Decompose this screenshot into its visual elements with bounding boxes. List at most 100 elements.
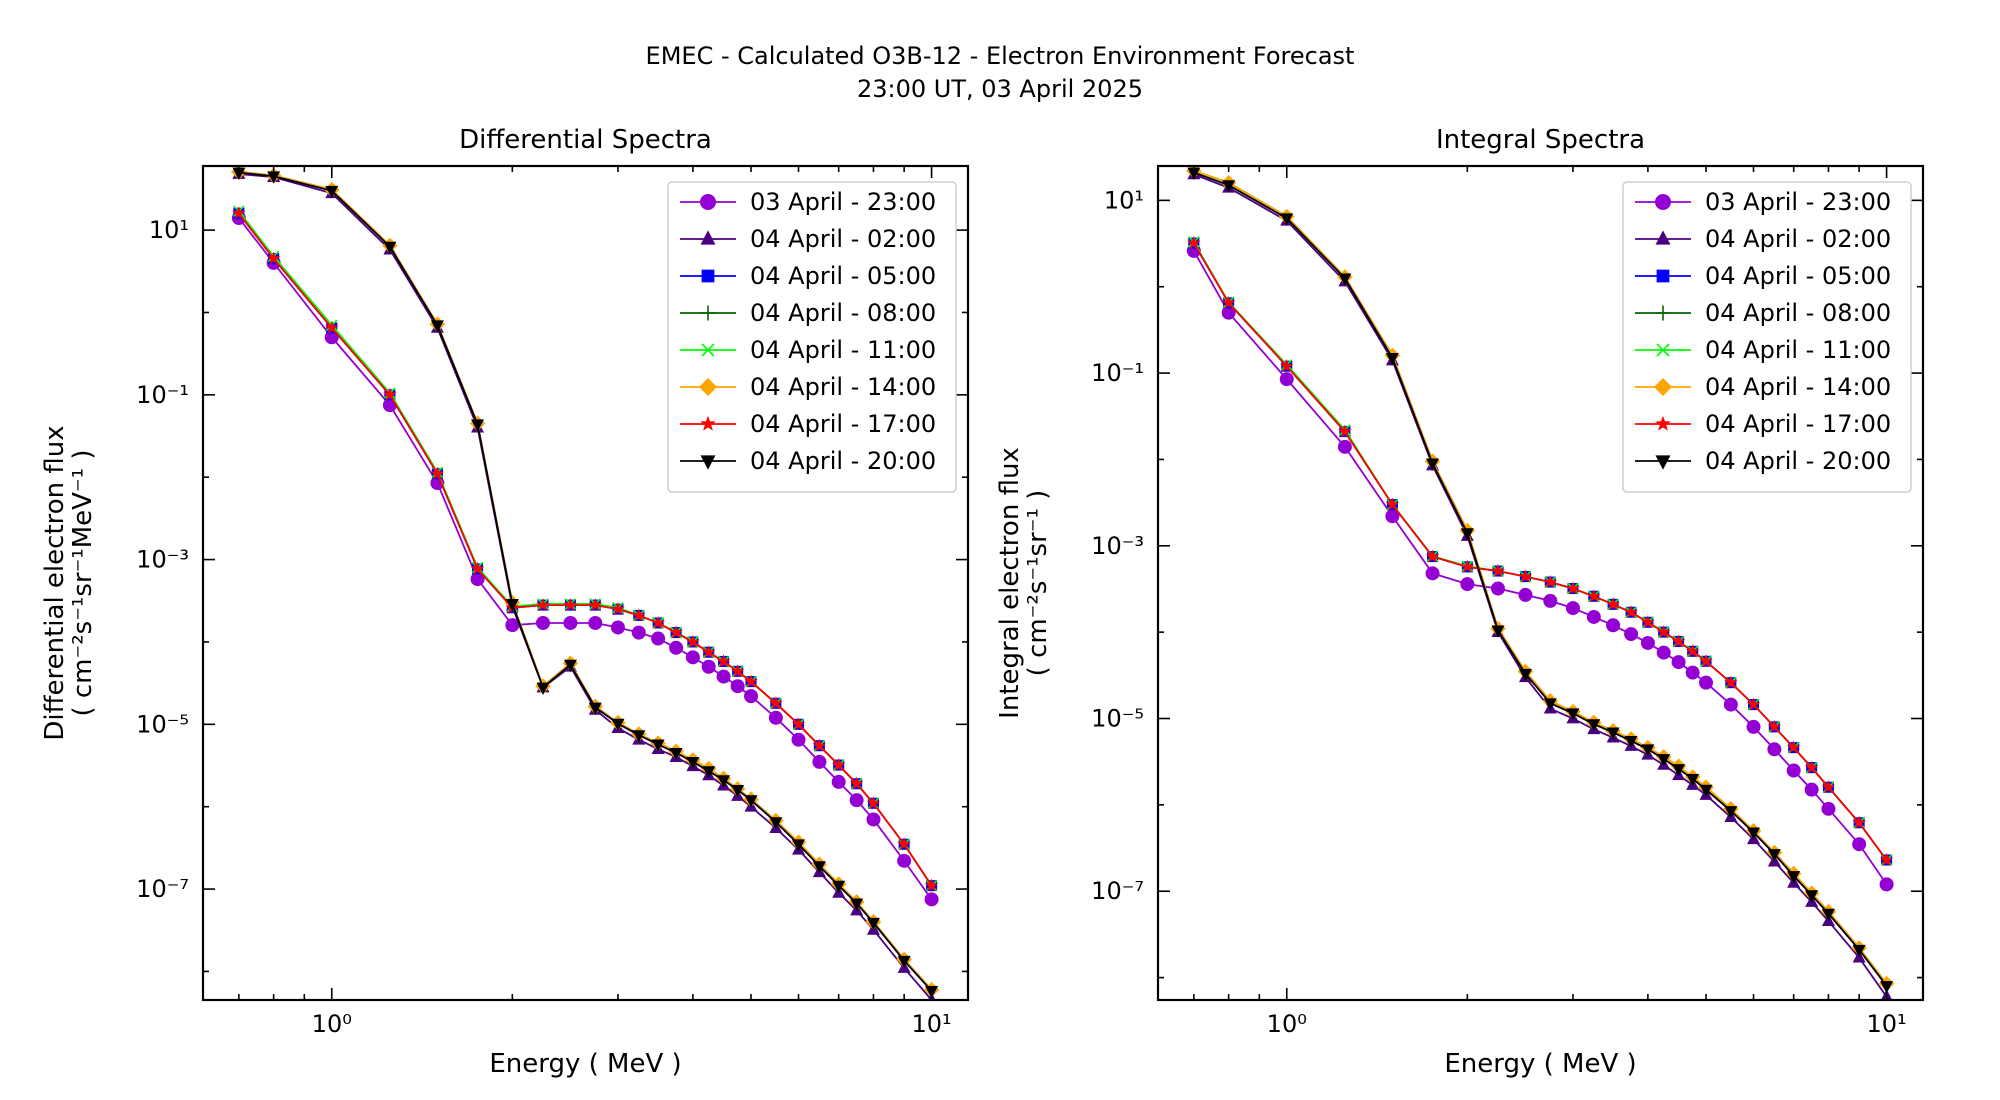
differential-series-8-point [536,682,550,695]
integral-series-7-point [1724,675,1738,689]
differential-series-8-point [588,702,602,715]
differential-series-1-point [866,812,881,827]
differential-series-8-point [812,861,826,874]
differential-series-1-point [669,640,684,655]
integral-series-1-point [1425,566,1440,581]
integral-series-1-point [1821,801,1836,816]
figure-title-line2: 23:00 UT, 03 April 2025 [856,75,1143,103]
integral-series-1-point [1786,763,1801,778]
integral-series-8-point [1460,528,1474,541]
differential-legend-marker [700,194,716,210]
integral-series-7-point [1821,780,1836,794]
integral-series-1-point [1491,581,1506,596]
differential-series-7-point [588,597,603,611]
differential-series-8-point [267,171,281,184]
differential-legend-label: 04 April - 05:00 [750,262,936,290]
integral-series-7-point [1543,574,1558,588]
differential-series-7-point [744,674,758,688]
integral-series-7-point [1671,634,1686,648]
differential-legend-marker [700,455,716,470]
integral-spectra-chart: Integral Spectra 10⁰ 10¹ 10⁻⁷ 10⁻⁵ 10⁻³ 10⁻¹ 10… [995,125,1925,1079]
integral-series-7-point [1767,719,1782,733]
integral-y-tick-label: 10⁻⁷ [1091,877,1144,905]
integral-series-8-point [1699,784,1713,798]
integral-series-7-point [1279,359,1294,373]
integral-series-1-point [1640,635,1655,650]
differential-series-7-point [536,597,550,611]
integral-series-1-point [1460,577,1475,592]
differential-series-7-point [730,664,745,678]
differential-series-1-point [730,679,745,694]
integral-series-8-point [1624,736,1638,749]
differential-series-1-point [849,793,864,808]
differential-series-7-point [383,387,397,401]
differential-series-1-point [685,650,700,665]
integral-series-7-point [1746,697,1761,711]
integral-series-8-point [1641,744,1655,757]
integral-series-8-point [1491,625,1505,638]
differential-y-tick-label: 10¹ [149,216,189,244]
integral-series-8-point [1821,908,1835,922]
differential-legend-label: 04 April - 17:00 [750,410,936,438]
differential-series-7-point [716,654,731,668]
integral-legend-label: 04 April - 05:00 [1705,262,1891,290]
integral-series-7-point [1425,549,1440,563]
integral-y-tick-label: 10¹ [1104,186,1144,214]
differential-series-7-point [232,206,246,220]
differential-series-1-point [536,615,551,630]
integral-legend-marker [1655,230,1671,245]
differential-x-tick-label: 10¹ [912,1010,952,1038]
differential-legend-marker [700,415,716,431]
integral-legend-marker [1654,378,1672,396]
differential-series-7-point [812,738,827,752]
integral-series-7-point [1804,760,1819,774]
differential-series-8-point [325,185,339,199]
differential-y-tick-label: 10⁻⁵ [136,710,189,738]
integral-series-8-point [1606,727,1620,740]
integral-series-1-point [1671,655,1686,670]
differential-series-7-point [266,251,281,265]
integral-series-8-point [1672,764,1686,777]
integral-series-1-point [1624,627,1639,642]
integral-series-1-point [1518,587,1533,602]
differential-series-7-point [611,602,625,615]
integral-series-8-point [1566,708,1580,721]
integral-series-8-point [1724,806,1738,819]
differential-series-8-point [832,880,846,894]
integral-series-7-point [1518,569,1533,583]
differential-series-7-point [430,466,445,480]
integral-series-7-point [1624,605,1638,619]
integral-legend-marker [1655,194,1671,210]
differential-series-8-point [897,955,911,969]
figure-title: EMEC - Calculated O3B-12 - Electron Envi… [0,40,2000,106]
differential-series-7-point [563,597,578,611]
integral-series-7-point [1187,235,1201,249]
integral-legend-box [1622,181,1912,493]
differential-series-8-point [702,766,716,779]
differential-y-tick-label: 10⁻⁷ [136,875,189,903]
integral-series-7-point [1641,615,1655,629]
differential-series-7-point [632,608,646,622]
differential-legend: 03 April - 23:00 04 April - 02:00 04 April… [667,181,957,493]
integral-legend-marker [1655,415,1671,431]
differential-y-tick-label: 10⁻³ [136,546,189,574]
differential-series-8-point [850,898,864,911]
differential-series-1-point [897,853,912,868]
differential-legend-box [667,181,957,493]
integral-series-7-point [1385,497,1400,511]
integral-series-7-point [1786,740,1801,754]
integral-series-8-point [1657,754,1671,767]
integral-series-7-point [1685,644,1700,658]
differential-series-8-point [651,739,665,752]
differential-y-axis-label: Differential electron flux [40,425,70,740]
differential-legend-marker [701,343,715,357]
differential-legend-label: 04 April - 14:00 [750,373,936,401]
differential-series-8-point [632,730,646,743]
integral-legend-label: 03 April - 23:00 [1705,188,1891,216]
integral-series-7-point [1656,625,1671,638]
differential-series-8-point [383,241,397,255]
integral-series-8-point [1222,180,1236,193]
integral-legend-label: 04 April - 02:00 [1705,225,1891,253]
differential-series-1-point [831,774,846,789]
integral-series-8-point [1852,944,1866,958]
